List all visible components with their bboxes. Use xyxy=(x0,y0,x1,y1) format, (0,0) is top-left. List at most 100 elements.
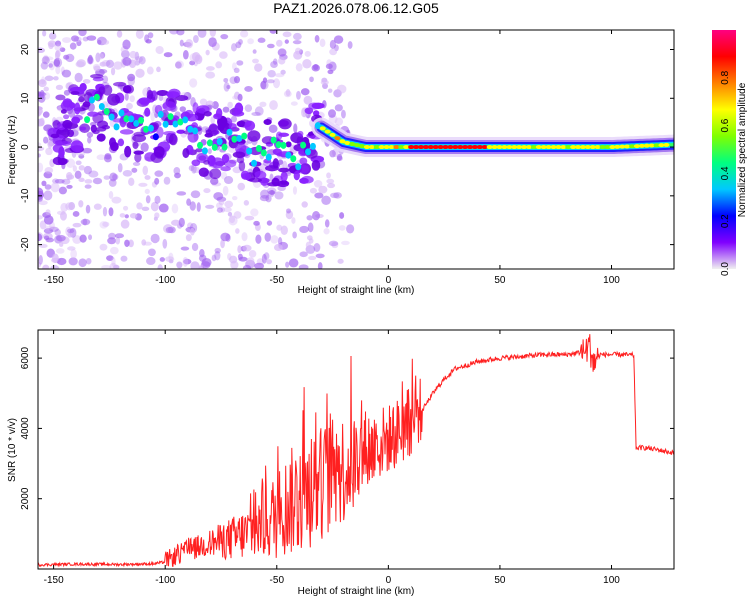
spectrogram-noise-blob xyxy=(109,246,119,255)
spectrogram-noise-blob xyxy=(43,215,54,225)
spectrogram-noise-blob xyxy=(122,170,133,177)
spectrogram-noise-blob xyxy=(67,231,73,238)
spectrogram-noise-blob xyxy=(326,172,331,179)
spectrogram-noise-blob xyxy=(129,213,138,219)
spectrogram-noise-blob xyxy=(242,264,252,269)
colorbar-label: Normalized spectral amplitude xyxy=(737,82,748,217)
spectrogram-noise-blob xyxy=(307,222,314,233)
spectrogram-noise-blob xyxy=(330,192,340,199)
spectrogram-noise-blob xyxy=(306,235,313,241)
spectrogram-noise-blob xyxy=(61,69,72,78)
spectrogram-noise-blob xyxy=(223,77,229,83)
spectrogram-noise-blob xyxy=(135,68,145,78)
spectrogram-energy-blob xyxy=(107,93,121,106)
spectrogram-ridge-mark xyxy=(162,120,169,128)
spectrogram-noise-blob xyxy=(250,208,259,217)
spectrogram-energy-blob xyxy=(280,179,288,185)
spectrogram-noise-blob xyxy=(270,189,275,197)
spectrogram-noise-blob xyxy=(78,258,87,268)
spectrogram-noise-blob xyxy=(237,182,246,191)
spectrogram-noise-blob xyxy=(301,201,308,208)
spectrogram-ridge-mark xyxy=(579,145,586,150)
spectrogram-ridge-mark xyxy=(334,136,341,141)
spectrogram-ridge-mark xyxy=(624,144,631,149)
spectrogram-ridge-mark xyxy=(491,145,498,150)
y-tick-label: 10 xyxy=(20,92,31,104)
spectrogram-energy-blob xyxy=(71,116,81,124)
spectrogram-noise-blob xyxy=(45,147,53,156)
spectrogram-noise-blob xyxy=(162,238,168,249)
spectrogram-ridge-mark xyxy=(393,145,400,150)
spectrogram-noise-blob xyxy=(143,241,152,246)
spectrogram-noise-blob xyxy=(165,256,175,263)
spectrogram-noise-blob xyxy=(209,30,217,37)
spectrogram-noise-blob xyxy=(47,40,57,48)
spectrogram-noise-blob xyxy=(44,167,54,174)
spectrogram-energy-blob xyxy=(133,150,144,155)
spectrogram-noise-blob xyxy=(186,198,192,206)
spectrogram-noise-blob xyxy=(42,30,47,37)
spectrogram-ridge-mark xyxy=(462,145,469,150)
spectrogram-noise-blob xyxy=(121,50,130,59)
spectrogram-noise-blob xyxy=(98,69,108,74)
x-tick-label: 50 xyxy=(494,275,506,286)
spectrogram-energy-blob xyxy=(275,131,283,140)
spectrogram-noise-blob xyxy=(136,202,143,210)
spectrogram-x-label: Height of straight line (km) xyxy=(298,285,415,296)
spectrogram-noise-blob xyxy=(237,93,243,102)
spectrogram-noise-blob xyxy=(237,253,243,260)
spectrogram-noise-blob xyxy=(102,75,109,84)
spectrogram-noise-blob xyxy=(270,235,279,244)
spectrogram-energy-blob xyxy=(247,130,261,142)
spectrogram-ridge-mark xyxy=(349,142,356,147)
y-tick-label: 4000 xyxy=(20,417,31,440)
spectrogram-noise-blob xyxy=(84,179,93,184)
spectrogram-noise-blob xyxy=(48,63,53,68)
spectrogram-energy-blob xyxy=(79,126,87,131)
spectrogram-noise-blob xyxy=(129,95,135,103)
spectrogram-energy-blob xyxy=(74,102,81,115)
spectrogram-noise-blob xyxy=(113,61,123,70)
spectrogram-energy-blob xyxy=(311,159,321,171)
spectrogram-noise-blob xyxy=(196,202,201,212)
spectrogram-noise-blob xyxy=(38,153,41,158)
spectrogram-ridge-mark xyxy=(147,124,154,132)
spectrogram-noise-blob xyxy=(141,239,147,246)
spectrogram-noise-blob xyxy=(191,242,199,252)
spectrogram-noise-blob xyxy=(38,262,42,268)
spectrogram-energy-blob xyxy=(260,177,269,186)
spectrogram-noise-blob xyxy=(114,233,124,239)
spectrogram-noise-blob xyxy=(334,117,344,126)
spectrogram-noise-blob xyxy=(44,184,52,190)
spectrogram-noise-blob xyxy=(248,249,257,258)
spectrogram-noise-blob xyxy=(40,61,49,70)
x-tick-label: 100 xyxy=(603,275,620,286)
spectrogram-ridge-mark xyxy=(457,145,464,150)
spectrogram-noise-blob xyxy=(182,50,189,60)
spectrogram-noise-blob xyxy=(150,201,159,212)
spectrogram-noise-blob xyxy=(48,60,55,71)
spectrogram-noise-blob xyxy=(244,215,255,221)
spectrogram-noise-blob xyxy=(63,54,70,60)
spectrogram-noise-blob xyxy=(199,98,208,106)
colorbar: 0.0 0.2 0.4 0.6 0.8 Normalized spectral ampl… xyxy=(712,30,748,276)
spectrogram-noise-blob xyxy=(266,220,273,226)
spectrogram-ridge-mark xyxy=(167,113,174,121)
spectrogram-energy-blob xyxy=(58,146,65,159)
spectrogram-ridge-mark xyxy=(128,115,135,123)
spectrogram-noise-blob xyxy=(205,49,210,56)
spectrogram-noise-blob xyxy=(298,264,309,269)
x-tick-label: -150 xyxy=(44,575,64,586)
spectrogram-noise-blob xyxy=(208,37,217,48)
spectrogram-noise-blob xyxy=(223,82,230,92)
spectrogram-energy-blob xyxy=(119,129,134,135)
spectrogram-noise-blob xyxy=(107,237,117,245)
spectrogram-noise-blob xyxy=(176,261,183,269)
spectrogram-noise-blob xyxy=(252,58,259,64)
spectrogram-noise-blob xyxy=(86,132,94,138)
spectrogram-noise-blob xyxy=(299,225,309,234)
spectrogram-energy-blob xyxy=(70,91,80,96)
spectrogram-noise-blob xyxy=(101,264,112,269)
y-tick-label: 2000 xyxy=(20,487,31,510)
